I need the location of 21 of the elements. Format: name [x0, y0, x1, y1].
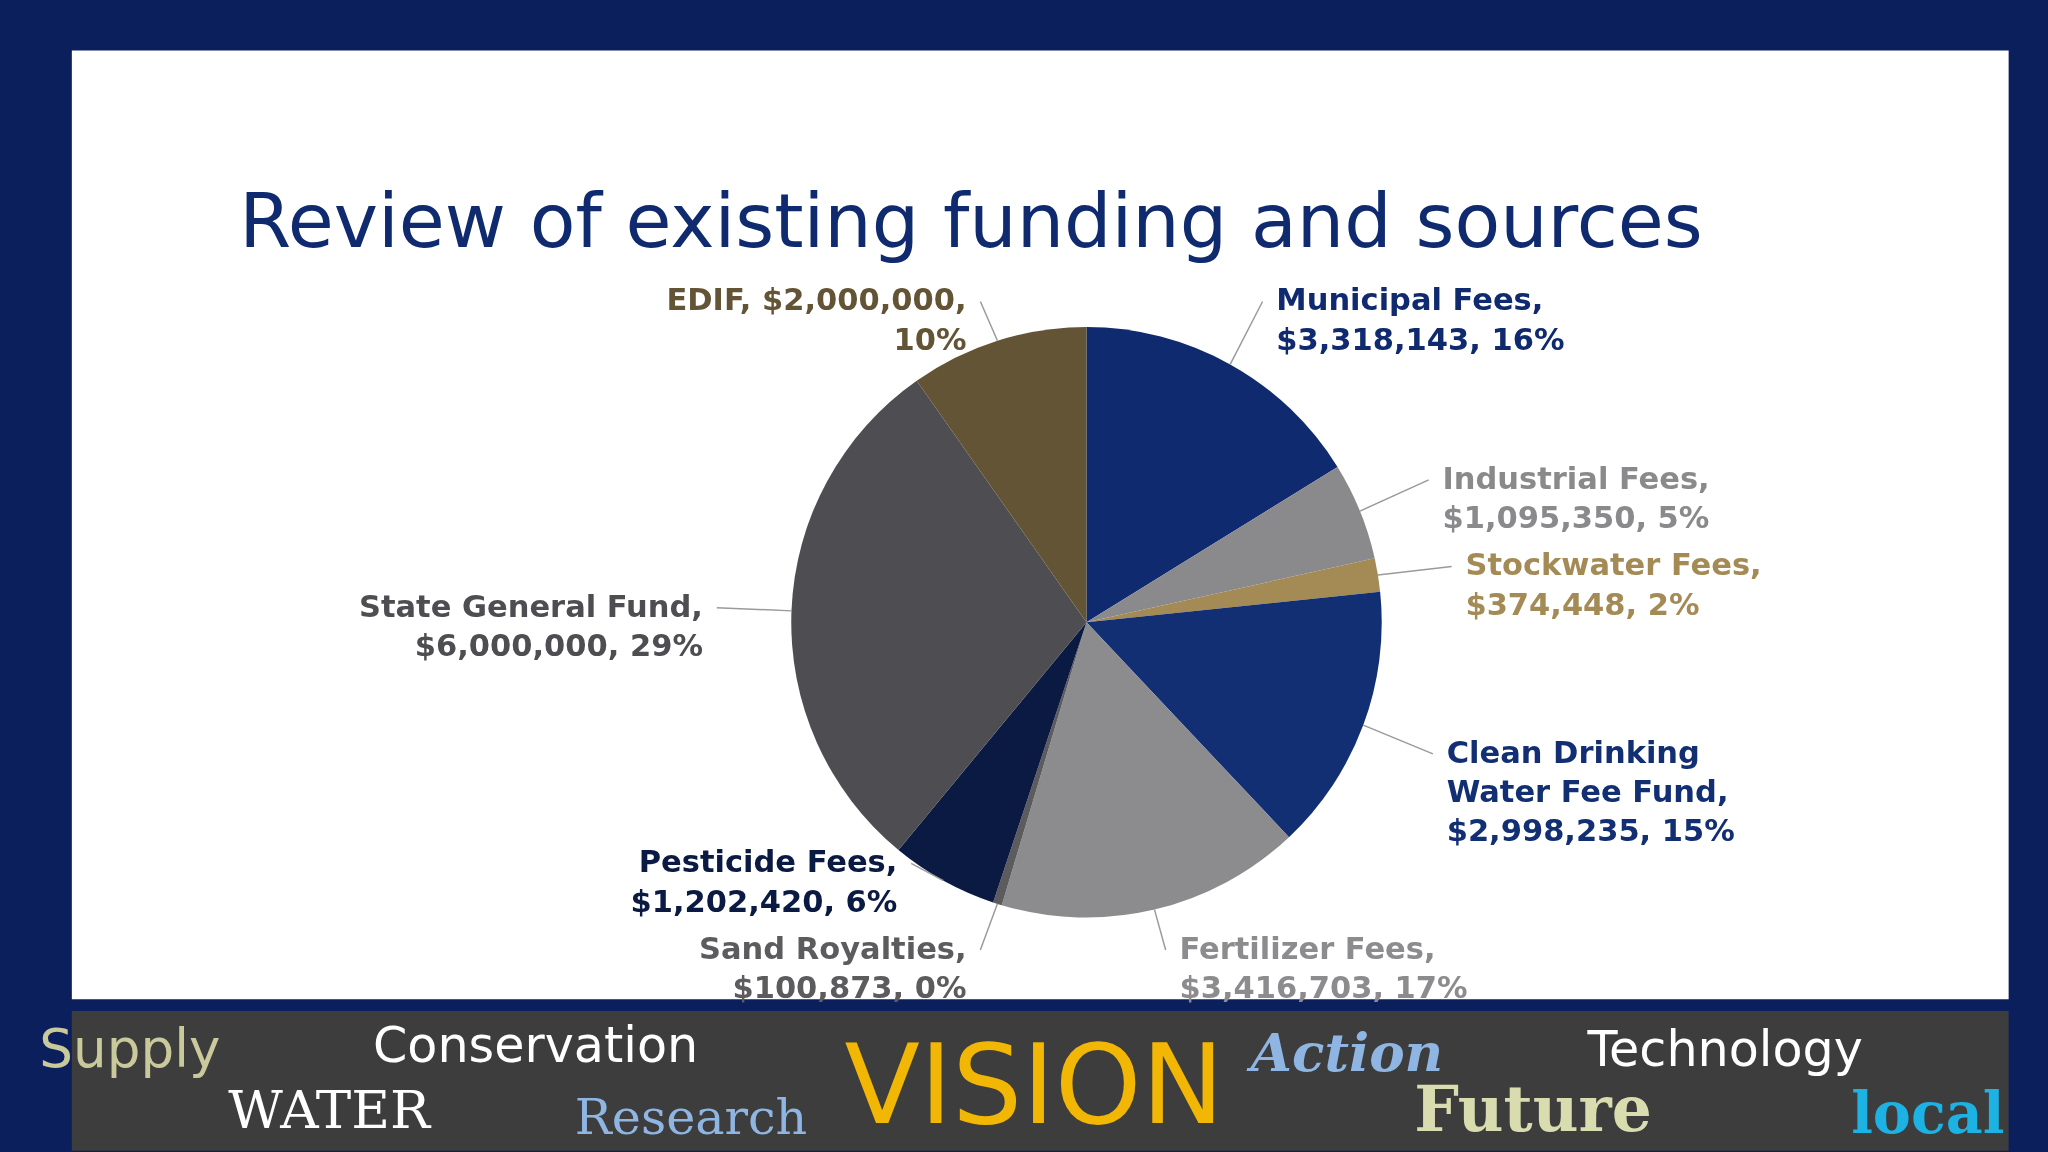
slice-label: State General Fund, $6,000,000, 29%: [358, 588, 703, 663]
text: Research: [574, 1088, 808, 1147]
pie-slice: [993, 622, 1087, 906]
slice-label: Fertilizer Fees, $3,416,703, 17%: [1179, 930, 1468, 1006]
pie-slice: [1086, 466, 1375, 623]
slice-label: Pesticide Fees, $1,202,420, 6%: [630, 844, 898, 919]
text: VISION: [844, 1021, 1224, 1150]
pie-slice: [1001, 622, 1290, 918]
pie-slice: [791, 380, 1087, 850]
slice-label: Stockwater Fees, $374,448, 2%: [1465, 547, 1762, 622]
slice-label: Sand Royalties, $100,873, 0%: [699, 930, 967, 1006]
text: Conservation: [372, 1016, 699, 1075]
text: WATER: [228, 1079, 432, 1142]
text: Supply: [39, 1018, 221, 1081]
pie-slice: [898, 622, 1087, 903]
chart-title: Review of existing funding and sources: [239, 178, 1703, 266]
slice-label: EDIF, $2,000,000, 10%: [666, 282, 967, 357]
slice-label: Clean Drinking Water Fee Fund, $2,998,235, 15%: [1446, 734, 1735, 849]
slice-label: Industrial Fees, $1,095,350, 5%: [1442, 460, 1710, 536]
slice-label: Municipal Fees, $3,318,143, 16%: [1276, 282, 1565, 357]
text: local: [1851, 1079, 2005, 1147]
